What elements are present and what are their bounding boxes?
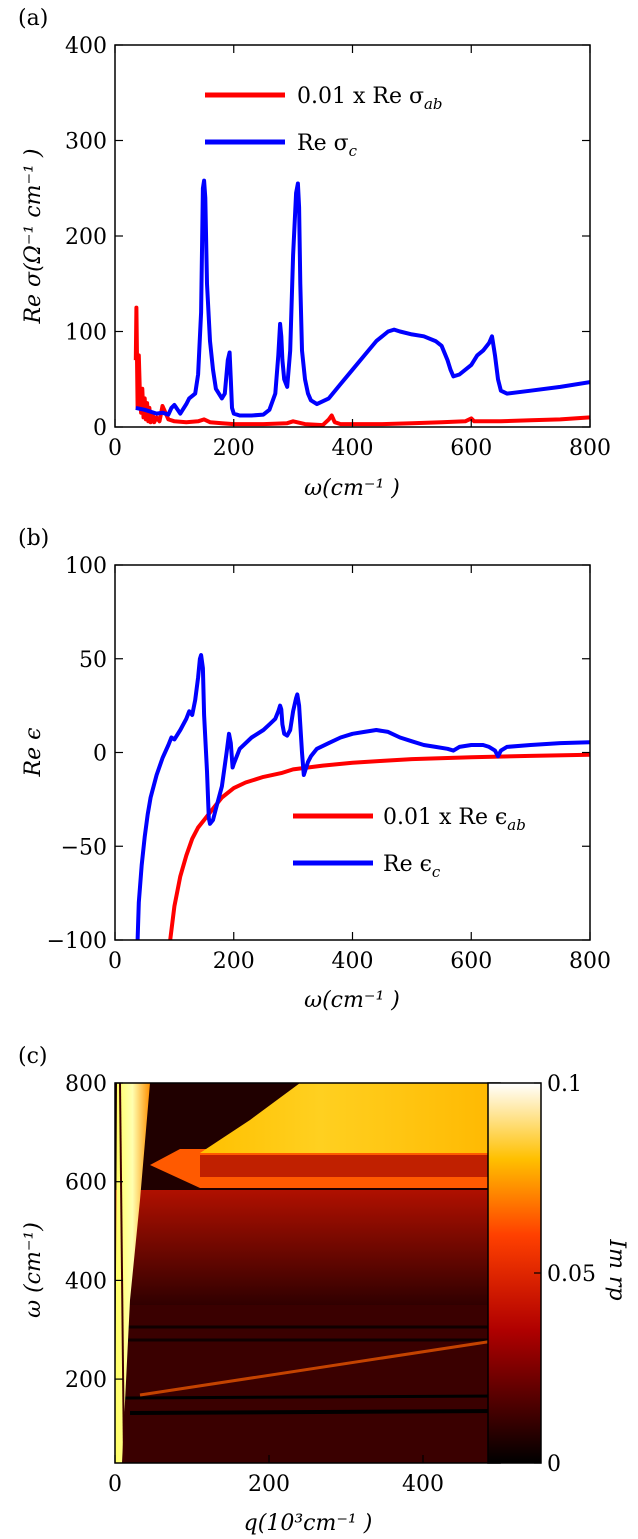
legend-a: 0.01 x Re σab Re σc bbox=[205, 84, 443, 160]
series-line-b-1 bbox=[135, 653, 590, 940]
y-tick-label-a-1: 100 bbox=[65, 321, 107, 346]
heatmap-lower-region bbox=[115, 1300, 500, 1463]
heatmap-band-600-640-dark bbox=[200, 1155, 500, 1177]
panel-label-c: (c) bbox=[18, 1044, 48, 1069]
colorbar bbox=[487, 1082, 542, 1464]
x-tick-label-a-0: 0 bbox=[108, 436, 122, 461]
x-tick-label-a-1: 200 bbox=[213, 436, 255, 461]
plot-frame-b bbox=[114, 564, 591, 941]
series-line-a-0 bbox=[133, 305, 590, 427]
y-tick-label-a-4: 400 bbox=[65, 34, 107, 59]
series-line-b-0 bbox=[168, 752, 590, 940]
x-tick-label-a-2: 400 bbox=[332, 436, 374, 461]
x-tick-label-a-3: 600 bbox=[450, 436, 492, 461]
heatmap-upper-band bbox=[200, 1083, 500, 1153]
colorbar-tick-label-1: 0.05 bbox=[547, 1262, 596, 1287]
y-tick-label-b-3: 50 bbox=[79, 648, 107, 673]
x-tick-label-b-3: 600 bbox=[450, 949, 492, 974]
heatmap-dispersive-branch bbox=[139, 1338, 500, 1397]
y-tick-label-a-2: 200 bbox=[65, 225, 107, 250]
colorbar-tick-label-2: 0.1 bbox=[547, 1072, 582, 1097]
heatmap-mid-region bbox=[115, 1190, 500, 1305]
y-tick-label-a-0: 0 bbox=[93, 416, 107, 441]
y-tick-label-a-3: 300 bbox=[65, 130, 107, 155]
x-tick-label-a-4: 800 bbox=[569, 436, 611, 461]
legend-label-a-red: 0.01 x Re σab bbox=[297, 84, 443, 113]
y-tick-label-c-2: 600 bbox=[65, 1171, 107, 1196]
x-tick-label-c-1: 200 bbox=[248, 1472, 290, 1497]
x-tick-label-b-0: 0 bbox=[108, 949, 122, 974]
y-axis-label-b: Re ϵ bbox=[21, 728, 46, 778]
panel-label-b: (b) bbox=[18, 526, 49, 551]
x-tick-label-c-0: 0 bbox=[108, 1472, 122, 1497]
series-line-a-1 bbox=[135, 178, 590, 418]
y-tick-label-c-3: 800 bbox=[65, 1072, 107, 1097]
heatmap-stripe-195 bbox=[119, 1394, 500, 1400]
y-tick-label-b-0: −100 bbox=[47, 929, 107, 954]
y-tick-label-b-1: −50 bbox=[61, 835, 107, 860]
heatmap-light-line-dark-core bbox=[119, 1083, 125, 1463]
legend-label-b-red: 0.01 x Re ϵab bbox=[383, 805, 526, 834]
x-tick-label-b-1: 200 bbox=[213, 949, 255, 974]
x-axis-label-b: ω(cm⁻¹ ) bbox=[304, 988, 400, 1013]
legend-label-b-blue: Re ϵc bbox=[383, 852, 441, 881]
x-tick-label-b-2: 400 bbox=[332, 949, 374, 974]
x-tick-label-c-2: 400 bbox=[402, 1472, 444, 1497]
y-axis-label-a: Re σ(Ω⁻¹ cm⁻¹ ) bbox=[21, 148, 46, 324]
panel-c: (c) 0 200 400 200 400 600 800 q(10³cm⁻¹ ) ω (c… bbox=[18, 1044, 629, 1536]
y-axis-label-c: ω (cm⁻¹) bbox=[21, 1222, 46, 1318]
legend-b: 0.01 x Re ϵab Re ϵc bbox=[293, 805, 526, 881]
colorbar-label: Im rp bbox=[604, 1238, 629, 1300]
y-tick-label-c-0: 200 bbox=[65, 1368, 107, 1393]
x-axis-label-c: q(10³cm⁻¹ ) bbox=[244, 1511, 373, 1536]
y-tick-label-c-1: 400 bbox=[65, 1269, 107, 1294]
y-tick-label-b-4: 100 bbox=[65, 554, 107, 579]
x-axis-label-a: ω(cm⁻¹ ) bbox=[304, 476, 400, 501]
heatmap-stripe-150 bbox=[129, 1409, 500, 1415]
y-tick-label-b-2: 0 bbox=[93, 742, 107, 767]
panel-label-a: (a) bbox=[18, 6, 48, 31]
x-tick-label-b-4: 800 bbox=[569, 949, 611, 974]
legend-label-a-blue: Re σc bbox=[297, 131, 358, 160]
heatmap bbox=[115, 1083, 500, 1463]
colorbar-tick-label-0: 0 bbox=[547, 1452, 561, 1477]
